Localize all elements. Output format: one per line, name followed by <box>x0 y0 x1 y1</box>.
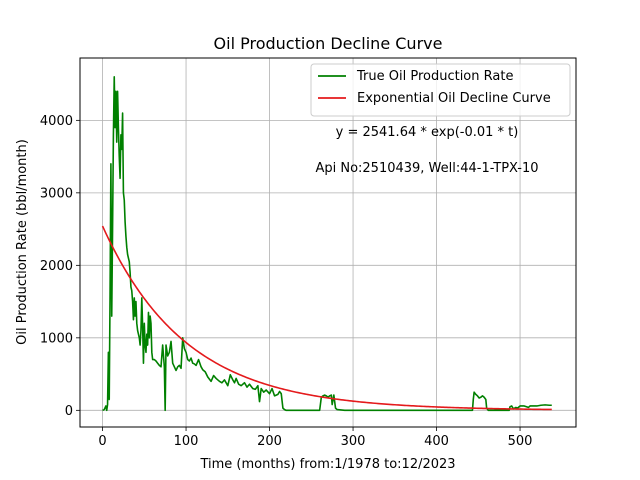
chart-title: Oil Production Decline Curve <box>214 34 443 53</box>
y-tick-label: 1000 <box>40 331 73 346</box>
axis-ticks: 0 100 200 300 400 500 0 1000 2000 3000 4000 <box>40 114 533 449</box>
legend-label-true-rate: True Oil Production Rate <box>356 69 513 84</box>
y-axis-title: Oil Production Rate (bbl/month) <box>15 139 30 345</box>
x-tick-label: 0 <box>98 434 106 449</box>
plot-frame <box>79 57 577 428</box>
series-line-true-rate <box>102 76 552 412</box>
x-tick-label: 400 <box>424 434 449 449</box>
equation-annotation: y = 2541.64 * exp(-0.01 * t) <box>336 125 519 140</box>
plot-lines <box>101 76 552 412</box>
y-tick-label: 4000 <box>40 114 73 129</box>
y-tick-label: 0 <box>65 404 73 419</box>
grid <box>80 58 576 427</box>
series-line-exponential <box>101 225 552 411</box>
x-tick-label: 300 <box>341 434 366 449</box>
legend: True Oil Production Rate Exponential Oil… <box>310 63 571 117</box>
legend-box <box>310 63 571 117</box>
legend-label-exponential: Exponential Oil Decline Curve <box>357 91 551 106</box>
x-tick-label: 500 <box>508 434 533 449</box>
x-axis-title: Time (months) from:1/1978 to:12/2023 <box>199 457 455 472</box>
y-tick-label: 3000 <box>40 186 73 201</box>
x-tick-label: 200 <box>257 434 282 449</box>
well-annotation: Api No:2510439, Well:44-1-TPX-10 <box>315 161 538 176</box>
x-tick-label: 100 <box>174 434 199 449</box>
y-tick-label: 2000 <box>40 259 73 274</box>
